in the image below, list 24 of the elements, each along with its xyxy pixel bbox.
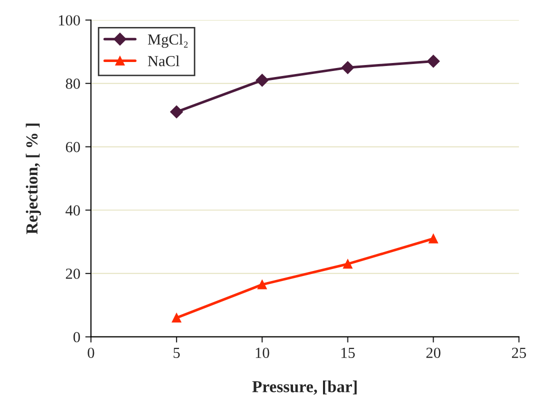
- x-tick-label: 20: [426, 348, 440, 358]
- y-tick-label: 60: [66, 142, 80, 152]
- x-tick-label: 10: [256, 348, 270, 358]
- y-tick-label: 20: [66, 268, 80, 279]
- x-axis-title: Pressure, [bar]: [252, 380, 357, 395]
- point: [170, 106, 183, 118]
- x-tick-label: 15: [341, 348, 355, 358]
- point: [426, 54, 440, 68]
- point: [257, 280, 267, 290]
- x-tick-label: 0: [88, 348, 94, 358]
- point: [428, 234, 438, 244]
- legend-label: NaCl: [148, 56, 180, 66]
- x-tick-label: 25: [512, 348, 526, 358]
- y-tick-label: 40: [66, 205, 80, 216]
- point: [341, 61, 354, 74]
- legend-label: MgCl₂: [148, 34, 188, 48]
- point: [172, 313, 182, 323]
- x-tick-label: 5: [174, 348, 180, 358]
- y-tick-label: 80: [66, 78, 80, 89]
- y-axis-title: Rejection, [ % ]: [26, 124, 41, 234]
- y-tick-label: 100: [58, 15, 80, 26]
- y-tick-label: 0: [73, 332, 80, 342]
- point: [256, 74, 269, 87]
- point: [343, 259, 352, 269]
